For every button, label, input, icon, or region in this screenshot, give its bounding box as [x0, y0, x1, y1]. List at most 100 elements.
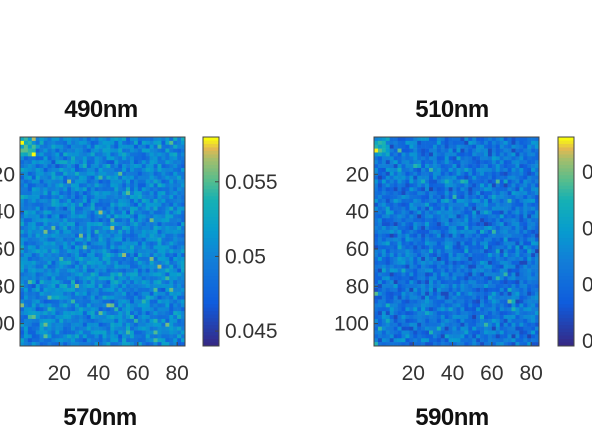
heatmap-cell — [82, 222, 88, 227]
heatmap-cell — [456, 237, 461, 242]
heatmap-cell — [39, 198, 44, 204]
heatmap-cell — [90, 299, 95, 304]
heatmap-cell — [495, 156, 501, 161]
heatmap-cell — [110, 140, 115, 146]
heatmap-cell — [102, 202, 107, 207]
heatmap-cell — [71, 338, 76, 343]
heatmap-cell — [141, 245, 147, 250]
heatmap-cell — [476, 187, 481, 192]
heatmap-cell — [181, 338, 186, 343]
heatmap-cell — [440, 237, 446, 242]
colorbar-segment — [203, 325, 219, 330]
heatmap-cell — [389, 233, 394, 238]
heatmap-cell — [535, 167, 540, 173]
heatmap-cell — [460, 210, 465, 215]
heatmap-cell — [436, 152, 442, 157]
heatmap-cell — [468, 264, 473, 269]
heatmap-cell — [405, 167, 410, 173]
heatmap-cell — [444, 253, 449, 258]
heatmap-cell — [377, 167, 383, 173]
heatmap-cell — [432, 210, 438, 215]
heatmap-cell — [165, 179, 170, 184]
heatmap-cell — [149, 342, 154, 347]
heatmap-cell — [102, 241, 107, 246]
heatmap-cell — [82, 198, 88, 204]
heatmap-cell — [118, 160, 123, 165]
heatmap-cell — [169, 144, 174, 149]
heatmap-cell — [157, 144, 162, 149]
colorbar-segment — [558, 244, 574, 249]
heatmap-cell — [141, 237, 147, 242]
heatmap-cell — [51, 311, 56, 316]
heatmap-cell — [55, 256, 60, 262]
heatmap-cell — [417, 256, 422, 262]
heatmap-cell — [82, 175, 88, 180]
heatmap-cell — [90, 167, 95, 173]
heatmap-cell — [425, 237, 430, 242]
heatmap-cell — [149, 148, 154, 153]
heatmap-cell — [405, 171, 410, 176]
heatmap-cell — [405, 295, 410, 300]
heatmap-cell — [27, 330, 33, 335]
heatmap-cell — [527, 295, 532, 300]
heatmap-cell — [145, 330, 150, 335]
heatmap-cell — [181, 287, 186, 293]
heatmap-cell — [75, 183, 80, 188]
heatmap-cell — [94, 137, 99, 142]
heatmap-cell — [429, 148, 434, 153]
heatmap-cell — [491, 152, 497, 157]
heatmap-cell — [413, 222, 418, 227]
heatmap-cell — [413, 280, 418, 285]
heatmap-cell — [181, 222, 186, 227]
colorbar-frame — [557, 136, 575, 347]
heatmap-cell — [440, 318, 446, 324]
heatmap-cell — [460, 233, 465, 238]
heatmap-cell — [503, 260, 508, 266]
heatmap-cell — [417, 311, 422, 316]
heatmap-cell — [59, 206, 64, 211]
heatmap-cell — [137, 280, 143, 285]
heatmap-cell — [535, 322, 540, 327]
heatmap-cell — [432, 276, 438, 281]
heatmap-cell — [503, 156, 508, 161]
heatmap-cell — [43, 342, 48, 347]
heatmap-cell — [149, 291, 154, 296]
heatmap-cell — [110, 260, 115, 266]
colorbar-segment — [558, 140, 574, 145]
heatmap-cell — [385, 191, 391, 196]
heatmap-cell — [503, 167, 508, 173]
heatmap-cell — [59, 183, 64, 188]
heatmap-cell — [374, 307, 379, 312]
heatmap-cell — [82, 179, 88, 184]
heatmap-cell — [118, 156, 123, 161]
heatmap-cell — [20, 322, 25, 327]
heatmap-cell — [491, 233, 497, 238]
heatmap-cell — [432, 315, 438, 320]
heatmap-cell — [173, 226, 178, 231]
heatmap-cell — [126, 241, 131, 246]
heatmap-cell — [39, 249, 44, 254]
heatmap-cell — [165, 237, 170, 242]
heatmap-cell — [39, 164, 44, 169]
heatmap-cell — [476, 167, 481, 173]
heatmap-cell — [63, 280, 68, 285]
heatmap-cell — [444, 260, 449, 266]
heatmap-cell — [63, 318, 68, 324]
heatmap-cell — [429, 307, 434, 312]
heatmap-cell — [27, 140, 33, 146]
heatmap-cell — [161, 198, 166, 204]
heatmap-cell — [389, 253, 394, 258]
heatmap-cell — [401, 276, 406, 281]
heatmap-cell — [417, 318, 422, 324]
heatmap-cell — [31, 156, 37, 161]
y-tick-label: 80 — [0, 275, 15, 298]
heatmap-cell — [71, 187, 76, 192]
heatmap-cell — [405, 338, 410, 343]
colorbar-segment — [203, 175, 219, 180]
heatmap-cell — [440, 233, 446, 238]
heatmap-cell — [78, 249, 84, 254]
heatmap-cell — [515, 260, 520, 266]
heatmap-cell — [114, 272, 119, 277]
heatmap-cell — [67, 253, 72, 258]
x-tick-label: 20 — [48, 362, 71, 385]
